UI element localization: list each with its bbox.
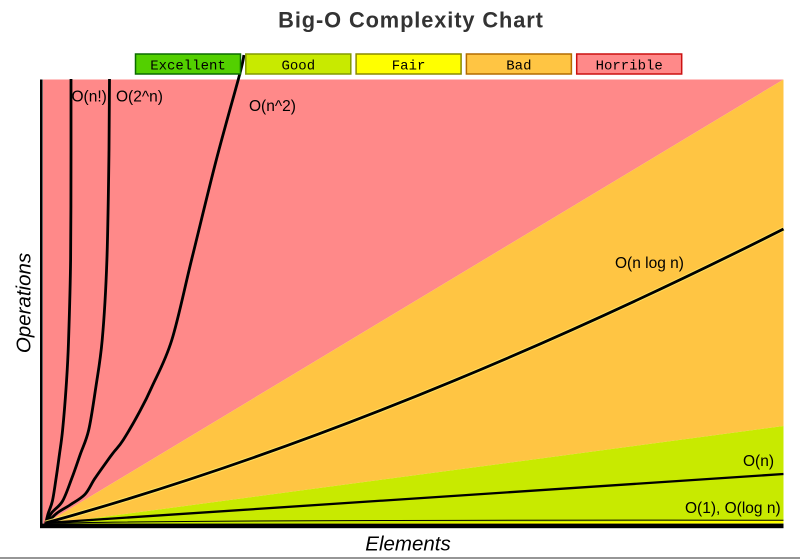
svg-text:Fair: Fair bbox=[392, 58, 426, 74]
svg-text:Operations: Operations bbox=[13, 253, 36, 353]
svg-text:O(n): O(n) bbox=[743, 453, 774, 470]
svg-text:Elements: Elements bbox=[365, 532, 450, 555]
svg-text:O(n log n): O(n log n) bbox=[615, 255, 684, 272]
svg-text:Horrible: Horrible bbox=[596, 58, 663, 74]
svg-text:O(1), O(log n): O(1), O(log n) bbox=[685, 500, 781, 517]
svg-text:O(2^n): O(2^n) bbox=[116, 89, 163, 106]
svg-text:O(n!): O(n!) bbox=[72, 89, 107, 106]
svg-text:Big-O Complexity Chart: Big-O Complexity Chart bbox=[278, 7, 544, 32]
svg-text:Bad: Bad bbox=[506, 58, 531, 74]
svg-text:Excellent: Excellent bbox=[150, 58, 226, 74]
svg-text:O(n^2): O(n^2) bbox=[249, 98, 296, 115]
svg-text:Good: Good bbox=[281, 58, 315, 74]
